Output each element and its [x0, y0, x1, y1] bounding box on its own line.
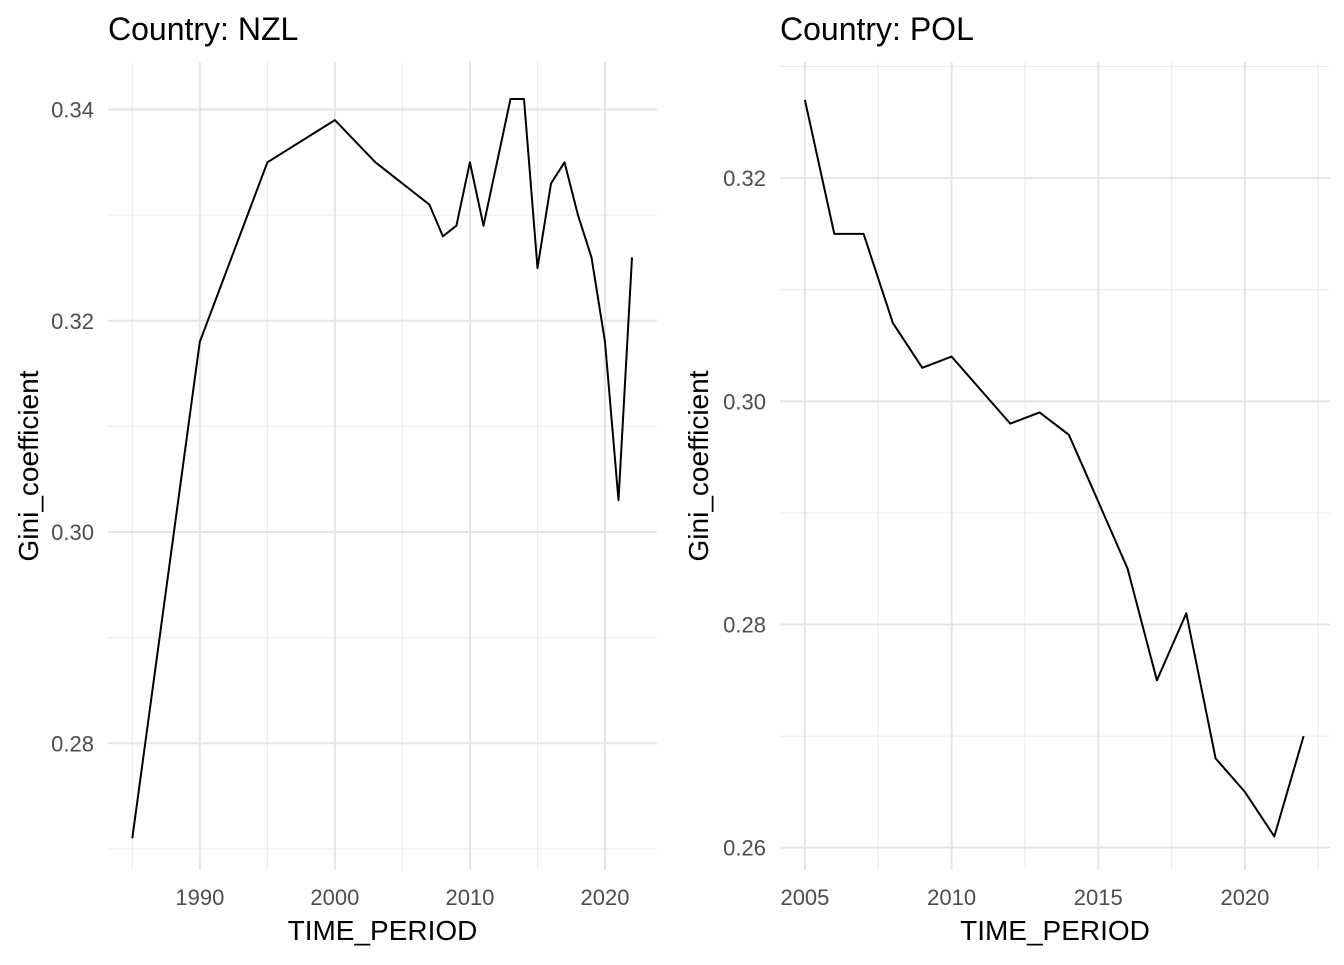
y-tick-label: 0.30: [51, 520, 94, 545]
y-axis-title: Gini_coefficient: [13, 370, 44, 561]
y-tick-label: 0.32: [51, 309, 94, 334]
y-tick-label: 0.26: [723, 836, 766, 861]
panel-1: 2005 2010 2015 2020 0.26 0.28 0.30 0.32 Country:…: [683, 11, 1330, 946]
x-tick-label: 1990: [175, 885, 224, 910]
x-tick-label: 2010: [927, 885, 976, 910]
y-tick-label: 0.34: [51, 98, 94, 123]
x-tick-label: 2010: [445, 885, 494, 910]
y-tick-label: 0.28: [51, 731, 94, 756]
series-line: [805, 100, 1304, 837]
x-axis-title: TIME_PERIOD: [960, 915, 1150, 946]
x-tick-label: 2005: [780, 885, 829, 910]
x-tick-label: 2020: [581, 885, 630, 910]
y-tick-label: 0.32: [723, 166, 766, 191]
y-axis-title: Gini_coefficient: [683, 370, 714, 561]
y-tick-label: 0.30: [723, 389, 766, 414]
x-tick-label: 2020: [1220, 885, 1269, 910]
series-line: [132, 99, 632, 838]
panel-title: Country: NZL: [108, 11, 298, 47]
x-tick-label: 2015: [1074, 885, 1123, 910]
y-tick-label: 0.28: [723, 612, 766, 637]
x-axis-title: TIME_PERIOD: [288, 915, 478, 946]
panel-0: 1990 2000 2010 2020 0.28 0.30 0.32 0.34 Country:…: [13, 11, 657, 946]
x-tick-label: 2000: [310, 885, 359, 910]
panel-title: Country: POL: [780, 11, 974, 47]
